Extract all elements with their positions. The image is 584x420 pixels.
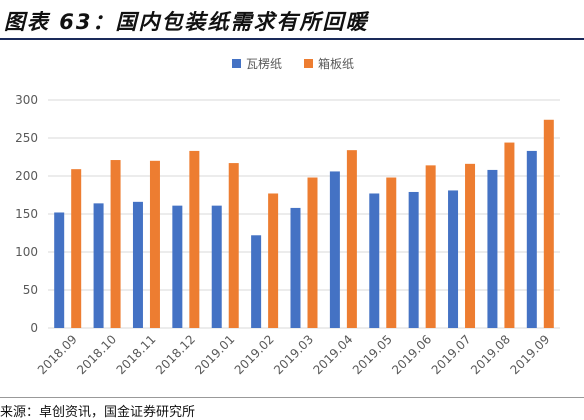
- y-tick-label: 200: [15, 169, 38, 183]
- bars: [54, 119, 554, 328]
- bar-series2: [465, 163, 476, 328]
- x-tick-label: 2019.04: [311, 332, 356, 377]
- bar-series2: [386, 177, 397, 328]
- bar-series1: [172, 205, 183, 328]
- y-tick-label: 300: [15, 93, 38, 107]
- x-tick-labels: 2018.092018.102018.112018.122019.012019.…: [35, 332, 553, 377]
- bar-series1: [54, 212, 65, 328]
- bar-series2: [307, 177, 318, 328]
- legend: 瓦楞纸 箱板纸: [232, 56, 354, 71]
- bar-series2: [543, 119, 554, 328]
- x-tick-label: 2018.10: [74, 332, 119, 377]
- bar-series2: [228, 163, 239, 328]
- bar-series1: [487, 169, 498, 328]
- x-tick-label: 2018.11: [114, 332, 159, 377]
- bar-series1: [251, 235, 262, 328]
- x-tick-label: 2019.03: [271, 332, 316, 377]
- bar-series1: [329, 171, 340, 328]
- bar-series1: [448, 190, 459, 328]
- bar-series2: [110, 160, 121, 328]
- x-tick-label: 2019.07: [429, 332, 474, 377]
- bar-series1: [526, 150, 537, 328]
- figure-title: 图表 63：国内包装纸需求有所回暖: [4, 10, 369, 34]
- y-tick-label: 150: [15, 207, 38, 221]
- legend-swatch: [304, 59, 313, 68]
- bar-series1: [132, 201, 143, 328]
- legend-label: 瓦楞纸: [246, 56, 282, 71]
- title-divider: [0, 38, 584, 40]
- x-tick-label: 2018.12: [153, 332, 198, 377]
- legend-label: 箱板纸: [318, 56, 354, 71]
- bar-series2: [346, 150, 357, 328]
- legend-swatch: [232, 59, 241, 68]
- x-tick-label: 2019.01: [192, 332, 237, 377]
- chart-area: 0 50 100 150 200 250 300 2018.09 2018.10 2018.11…: [0, 46, 584, 391]
- x-tick-label: 2019.08: [468, 332, 513, 377]
- bar-series2: [189, 150, 200, 328]
- gridlines: [48, 99, 560, 329]
- bar-series1: [369, 193, 380, 328]
- x-tick-label: 2019.09: [507, 332, 552, 377]
- x-tick-label: 2018.09: [35, 332, 80, 377]
- bar-series2: [425, 165, 436, 328]
- bar-series1: [290, 207, 301, 328]
- source-note: 来源：卓创资讯，国金证券研究所: [0, 405, 196, 420]
- y-tick-label: 250: [15, 131, 38, 145]
- x-tick-label: 2019.06: [389, 332, 434, 377]
- y-tick-label: 0: [30, 321, 38, 335]
- x-tick-label: 2019.05: [350, 332, 395, 377]
- y-tick-labels: 0 50 100 150 200 250 300: [15, 93, 38, 335]
- bar-series2: [268, 193, 279, 328]
- bar-series1: [408, 191, 419, 328]
- bar-series1: [93, 203, 104, 328]
- x-tick-label: 2019.02: [232, 332, 277, 377]
- bar-chart: 0 50 100 150 200 250 300 2018.092018.102018.11…: [15, 56, 560, 377]
- y-tick-label: 100: [15, 245, 38, 259]
- y-tick-label: 50: [23, 283, 38, 297]
- bar-series2: [149, 160, 160, 328]
- bar-series2: [71, 169, 82, 328]
- bar-series2: [504, 142, 515, 328]
- source-divider: [0, 397, 584, 398]
- bar-series1: [211, 205, 222, 328]
